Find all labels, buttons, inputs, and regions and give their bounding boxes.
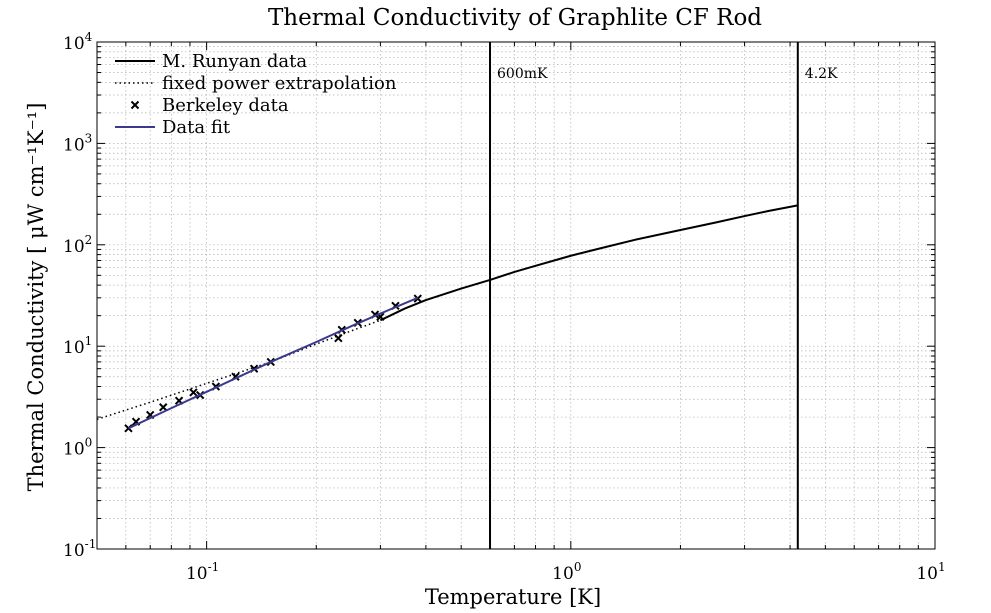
- legend-label: M. Runyan data: [162, 51, 307, 72]
- x-axis-label: Temperature [K]: [425, 585, 601, 609]
- y-tick-label: 10-1: [63, 537, 96, 561]
- grid-lines: [96, 41, 936, 550]
- marker-label: 600mK: [497, 66, 548, 82]
- data-series: [96, 204, 798, 433]
- y-tick-label: 100: [63, 436, 92, 460]
- y-tick-label: 103: [63, 131, 92, 155]
- x-tick-label: 10-1: [186, 560, 219, 584]
- y-axis-label: Thermal Conductivity [ μW cm⁻¹K⁻¹]: [24, 103, 48, 492]
- x-tick-label: 100: [552, 560, 581, 584]
- data-point-marker: [159, 403, 168, 412]
- data-point-marker: [334, 333, 343, 343]
- legend-swatch-markers: [130, 100, 140, 110]
- legend-label: fixed power extrapolation: [162, 73, 397, 94]
- series-line-3: [128, 296, 419, 430]
- legend-label: Berkeley data: [162, 95, 289, 116]
- y-tick-label: 104: [63, 30, 93, 54]
- y-tick-label: 102: [63, 233, 92, 257]
- chart-title: Thermal Conductivity of Graphlite CF Rod: [268, 5, 762, 31]
- y-tick-label: 101: [63, 334, 92, 358]
- plot-frame: [96, 41, 936, 550]
- series-line-0: [379, 204, 798, 322]
- data-point-marker: [189, 388, 198, 397]
- vertical-markers: 600mK 4.2K: [489, 42, 838, 549]
- marker-label: 4.2K: [805, 66, 838, 82]
- series-line-1: [96, 319, 381, 421]
- axis-ticks: 10-1 100 101 10-1 100 101 102 103 104: [63, 30, 946, 584]
- x-tick-label: 101: [916, 560, 945, 584]
- legend-label: Data fit: [162, 117, 231, 138]
